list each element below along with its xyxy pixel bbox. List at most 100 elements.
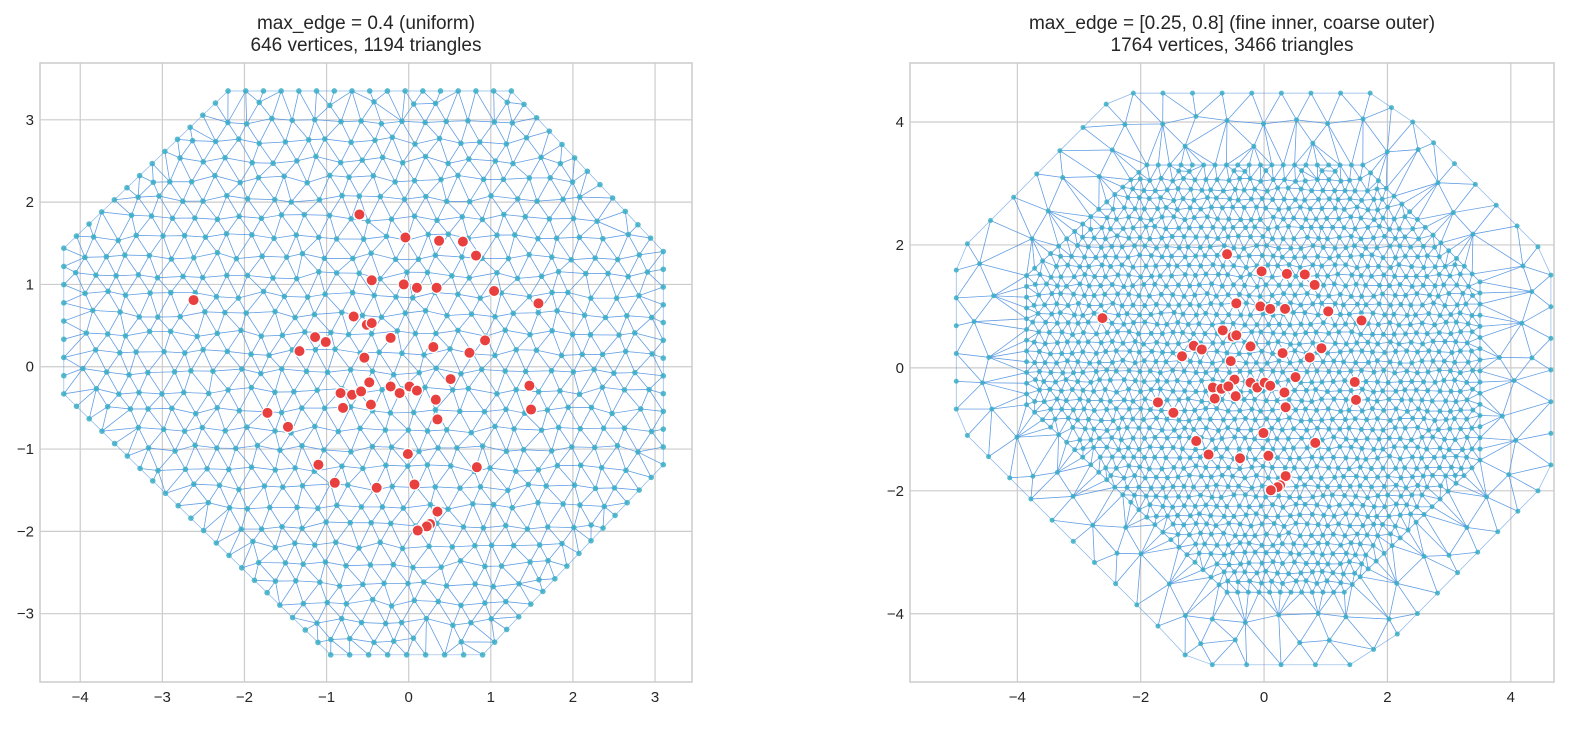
mesh-vertex xyxy=(248,464,255,470)
mesh-vertex xyxy=(145,445,152,451)
mesh-triangle xyxy=(496,213,516,236)
mesh-vertex xyxy=(61,245,67,252)
mesh-vertex xyxy=(243,121,250,127)
mesh-triangle xyxy=(118,374,140,395)
mesh-vertex xyxy=(577,462,584,469)
mesh-vertex xyxy=(339,192,345,199)
mesh-vertex xyxy=(466,275,473,281)
mesh-triangle xyxy=(460,368,483,390)
mesh-vertex xyxy=(560,196,566,203)
mesh-triangle xyxy=(291,119,316,141)
mesh-vertex xyxy=(565,404,571,411)
mesh-triangle xyxy=(426,464,452,488)
mesh-vertex xyxy=(621,425,628,431)
mesh-triangle xyxy=(623,427,653,453)
mesh-triangle xyxy=(515,349,538,373)
mesh-triangle xyxy=(516,275,543,298)
x-tick-label: 2 xyxy=(569,689,577,706)
mesh-vertex xyxy=(200,159,207,165)
mesh-vertex xyxy=(583,270,589,277)
mesh-vertex xyxy=(514,196,521,202)
mesh-triangle xyxy=(560,333,583,356)
mesh-vertex xyxy=(622,208,629,215)
mesh-vertex xyxy=(388,444,395,450)
mesh-triangle xyxy=(604,315,628,336)
mesh-triangle xyxy=(315,90,335,107)
mesh-vertex xyxy=(534,198,540,204)
mesh-vertex xyxy=(296,88,302,94)
mesh-triangle xyxy=(507,483,530,509)
x-tick-label: 1 xyxy=(487,689,495,706)
mesh-vertex xyxy=(600,525,606,531)
mesh-triangle xyxy=(271,118,293,143)
mesh-vertex xyxy=(214,330,221,337)
mesh-triangle xyxy=(413,215,438,236)
mesh-vertex xyxy=(447,463,454,469)
mesh-vertex xyxy=(377,193,384,200)
mesh-vertex xyxy=(588,295,594,301)
x-tick-label: 3 xyxy=(651,689,659,706)
mesh-vertex xyxy=(225,88,231,94)
mesh-triangle xyxy=(326,602,347,620)
mesh-vertex xyxy=(614,442,621,449)
mesh-triangle xyxy=(313,104,342,123)
mesh-triangle xyxy=(447,503,474,528)
mesh-vertex xyxy=(128,212,135,219)
mesh-triangle xyxy=(556,464,582,486)
mesh-vertex xyxy=(591,444,598,451)
mesh-triangle xyxy=(452,388,469,413)
mesh-vertex xyxy=(149,478,156,484)
mesh-vertex xyxy=(235,136,242,142)
mesh-triangle xyxy=(238,466,266,490)
mesh-vertex xyxy=(162,490,169,497)
mesh-triangle xyxy=(63,235,86,259)
mesh-triangle xyxy=(470,313,496,337)
mesh-triangle xyxy=(246,426,276,447)
mesh-vertex xyxy=(61,318,67,324)
mesh-vertex xyxy=(301,211,308,218)
mesh-triangle xyxy=(1396,555,1439,594)
mesh-triangle xyxy=(212,350,243,372)
x-tick-label: −4 xyxy=(1009,689,1026,706)
mesh-triangle xyxy=(406,637,427,656)
mesh-triangle xyxy=(572,353,595,373)
mesh-triangle xyxy=(467,120,495,143)
mesh-vertex xyxy=(360,581,366,588)
mesh-vertex xyxy=(527,331,533,338)
mesh-vertex xyxy=(621,387,628,393)
mesh-vertex xyxy=(347,404,354,410)
mesh-vertex xyxy=(356,545,362,551)
mesh-vertex xyxy=(455,88,462,94)
mesh-triangle xyxy=(272,141,298,164)
mesh-triangle xyxy=(371,351,395,376)
mesh-vertex xyxy=(492,313,498,320)
mesh-triangle xyxy=(322,449,352,467)
mesh-vertex xyxy=(548,448,555,454)
mesh-vertex xyxy=(472,581,478,587)
mesh-triangle xyxy=(308,118,326,141)
mesh-vertex xyxy=(356,193,363,199)
mesh-vertex xyxy=(445,231,452,237)
mesh-triangle xyxy=(76,387,97,420)
mesh-vertex xyxy=(299,442,305,449)
mesh-vertex xyxy=(384,652,391,658)
mesh-triangle xyxy=(62,292,94,311)
mesh-triangle xyxy=(474,544,493,568)
mesh-triangle xyxy=(202,251,228,278)
mesh-vertex xyxy=(544,524,551,530)
x-tick-label: −1 xyxy=(318,689,335,706)
mesh-vertex xyxy=(404,269,410,275)
mesh-triangle xyxy=(490,178,519,200)
mesh-vertex xyxy=(133,232,140,239)
mesh-triangle xyxy=(214,90,229,124)
mesh-triangle xyxy=(216,389,240,412)
mesh-triangle xyxy=(207,484,231,509)
mesh-vertex xyxy=(555,268,562,275)
mesh-triangle xyxy=(329,214,352,240)
mesh-triangle xyxy=(92,310,121,335)
mesh-triangle xyxy=(239,177,260,200)
mesh-triangle xyxy=(163,407,186,432)
mesh-vertex xyxy=(200,527,207,534)
mesh-triangle xyxy=(617,233,640,261)
mesh-vertex xyxy=(557,160,564,167)
